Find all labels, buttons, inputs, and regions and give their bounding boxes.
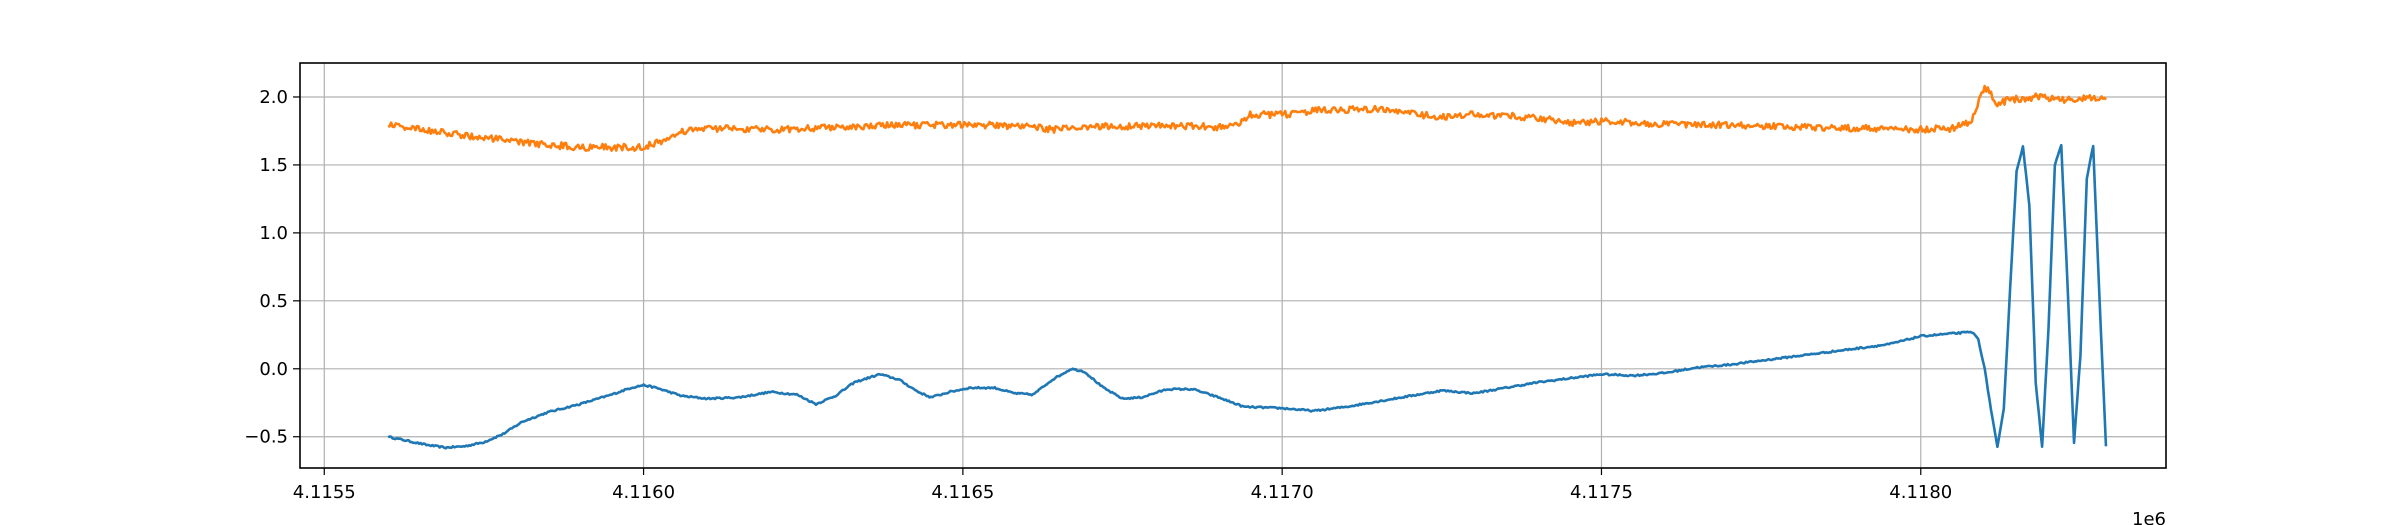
- series-lines: [387, 84, 2108, 450]
- series-line-2: [387, 84, 2107, 152]
- y-tick-label: 1.0: [259, 223, 288, 244]
- y-tick-label: 2.0: [259, 87, 288, 108]
- x-tick-label: 4.1165: [931, 482, 994, 503]
- x-tick-label: 4.1170: [1251, 482, 1314, 503]
- x-tick-label: 4.1160: [612, 482, 675, 503]
- x-tick-label: 4.1175: [1570, 482, 1633, 503]
- x-axis-offset-label: 1e6: [2132, 509, 2166, 525]
- axis-ticks: 4.1155 4.1160 4.1165 4.1170 4.1175 4.1180 −0.5…: [244, 87, 1952, 503]
- y-tick-label: 0.0: [259, 359, 288, 380]
- y-tick-label: −0.5: [244, 427, 288, 448]
- series-line-1: [387, 143, 2108, 450]
- y-tick-label: 0.5: [259, 291, 288, 312]
- x-tick-label: 4.1180: [1889, 482, 1952, 503]
- y-tick-label: 1.5: [259, 155, 288, 176]
- plot-frame: [299, 62, 2167, 469]
- x-tick-label: 4.1155: [293, 482, 356, 503]
